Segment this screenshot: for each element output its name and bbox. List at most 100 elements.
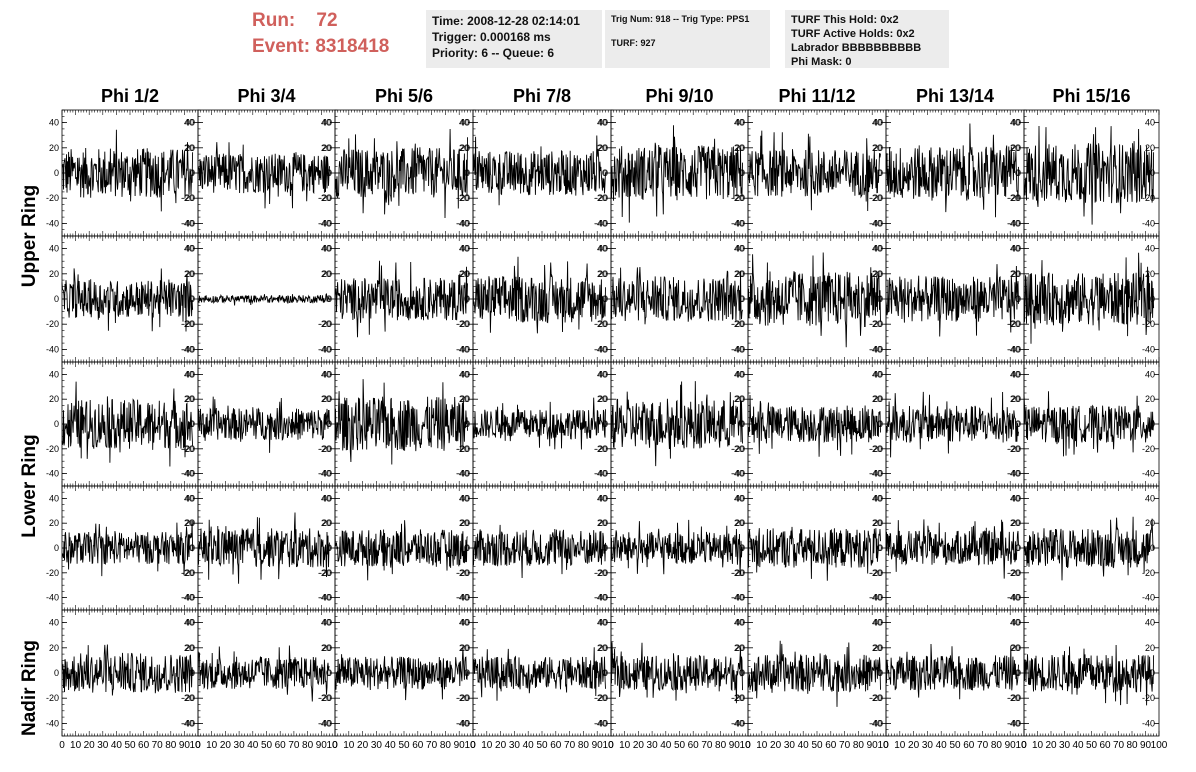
run-value: 72	[316, 10, 338, 31]
waveform-trace	[197, 396, 330, 453]
panel-r4-c1: -40 -40 -20 -20 0 0 20 20 40 40	[46, 485, 199, 611]
y-tick-label: -20	[732, 193, 745, 203]
waveform-trace	[747, 130, 881, 212]
y-tick-label: -40	[319, 344, 332, 354]
time-text: Time: 2008-12-28 02:14:01	[432, 14, 580, 28]
y-tick-label: 20	[873, 518, 883, 528]
y-tick-label: -40	[595, 593, 608, 603]
y-tick-label: 0	[465, 168, 470, 178]
panel-r4-c5: -40 -40 -20 -20 0 0 20 20 40 40	[595, 485, 749, 611]
y-tick-label: -20	[46, 193, 59, 203]
y-tick-label: 20	[49, 518, 59, 528]
y-tick-label-inner: 0	[877, 168, 882, 178]
y-tick-label-inner: 20	[459, 394, 469, 404]
y-tick-label-inner: -20	[1142, 444, 1155, 454]
y-tick-label-inner: 20	[597, 269, 607, 279]
y-tick-label: -20	[1008, 568, 1021, 578]
y-tick-label: 0	[54, 668, 59, 678]
column-label-7: Phi 13/14	[915, 86, 995, 106]
y-tick-label: 20	[185, 143, 195, 153]
y-tick-label: -40	[457, 593, 470, 603]
y-tick-label: -40	[595, 469, 608, 479]
y-tick-label: 40	[460, 369, 470, 379]
y-tick-label-inner: 20	[1145, 269, 1155, 279]
y-tick-label-inner: 20	[459, 143, 469, 153]
y-tick-label: 40	[1011, 244, 1021, 254]
y-tick-label-inner: -40	[1142, 344, 1155, 354]
y-tick-label: -20	[457, 444, 470, 454]
y-tick-label-inner: 40	[597, 244, 607, 254]
y-tick-label-inner: 20	[597, 394, 607, 404]
panel-r4-c7: -40 -40 -20 -20 0 0 20 20 40 40	[870, 485, 1025, 611]
waveform-trace	[61, 268, 194, 332]
turf-info-box: TURF This Hold: 0x2 TURF Active Holds: 0…	[785, 10, 949, 68]
y-tick-label: 20	[460, 269, 470, 279]
y-tick-label-inner: 40	[734, 369, 744, 379]
y-tick-label: -20	[182, 693, 195, 703]
y-tick-label-inner: -20	[318, 568, 331, 578]
y-tick-label: 0	[54, 168, 59, 178]
y-tick-label: -20	[595, 568, 608, 578]
y-tick-label-inner: 40	[734, 118, 744, 128]
y-tick-label: 0	[327, 294, 332, 304]
y-tick-label: -20	[319, 319, 332, 329]
y-tick-label: -40	[457, 218, 470, 228]
y-tick-label: -20	[732, 444, 745, 454]
y-tick-label: 40	[598, 369, 608, 379]
y-tick-label-inner: 20	[872, 394, 882, 404]
panel-r3-c7: -40 -40 -20 -20 0 0 20 20 40 40	[870, 361, 1025, 487]
y-tick-label-inner: 20	[872, 269, 882, 279]
y-tick-label: 40	[49, 118, 59, 128]
y-tick-label: -40	[319, 218, 332, 228]
panel-frame	[472, 361, 612, 487]
run-label: Run:	[252, 10, 296, 31]
y-tick-label-inner: 20	[321, 643, 331, 653]
y-tick-label: -40	[595, 218, 608, 228]
y-tick-label-inner: -40	[318, 344, 331, 354]
x-tick-label: 70	[152, 740, 164, 751]
y-tick-label-inner: -40	[594, 469, 607, 479]
panel-r2-c3: -40 -40 -20 -20 0 0 20 20 40 40	[319, 235, 474, 363]
y-tick-label: -20	[870, 444, 883, 454]
y-tick-label: -40	[182, 718, 195, 728]
column-label-6: Phi 11/12	[778, 86, 856, 106]
y-tick-label: 20	[460, 394, 470, 404]
y-tick-label: -20	[870, 319, 883, 329]
y-tick-label: -20	[182, 444, 195, 454]
y-tick-label-inner: 40	[872, 493, 882, 503]
y-tick-label-inner: -20	[318, 444, 331, 454]
y-tick-label: -40	[1008, 593, 1021, 603]
y-tick-label: -20	[732, 568, 745, 578]
y-tick-label: 20	[322, 269, 332, 279]
y-tick-label: -20	[595, 319, 608, 329]
y-tick-label: 40	[1011, 118, 1021, 128]
y-tick-label: 0	[190, 168, 195, 178]
y-tick-label: 0	[54, 543, 59, 553]
y-tick-label: 0	[603, 419, 608, 429]
y-tick-label-inner: -40	[731, 218, 744, 228]
waveform-trace	[1023, 516, 1155, 581]
y-tick-label-inner: 0	[602, 294, 607, 304]
y-tick-label-inner: 20	[184, 394, 194, 404]
turf-active-holds: TURF Active Holds: 0x2	[791, 28, 915, 40]
y-tick-label: 0	[465, 294, 470, 304]
y-tick-label: -20	[182, 193, 195, 203]
y-tick-label: 40	[460, 118, 470, 128]
y-tick-label-inner: 40	[872, 118, 882, 128]
y-tick-label: 20	[185, 269, 195, 279]
panel-r2-c1: -40 -40 -20 -20 0 0 20 20 40 40	[46, 235, 199, 363]
y-tick-label-inner: -40	[869, 593, 882, 603]
y-tick-label-inner: 20	[321, 269, 331, 279]
y-tick-label-inner: -20	[318, 193, 331, 203]
y-tick-label: -20	[595, 193, 608, 203]
y-tick-label: 20	[1011, 394, 1021, 404]
y-tick-label: 40	[322, 493, 332, 503]
turf-text: TURF: 927	[611, 38, 656, 48]
y-tick-label: -40	[182, 344, 195, 354]
y-tick-label: -40	[870, 593, 883, 603]
y-tick-label-inner: 40	[1145, 493, 1155, 503]
x-tick-label: 30	[97, 740, 109, 751]
y-tick-label-inner: -20	[594, 444, 607, 454]
y-tick-label-inner: -40	[456, 593, 469, 603]
